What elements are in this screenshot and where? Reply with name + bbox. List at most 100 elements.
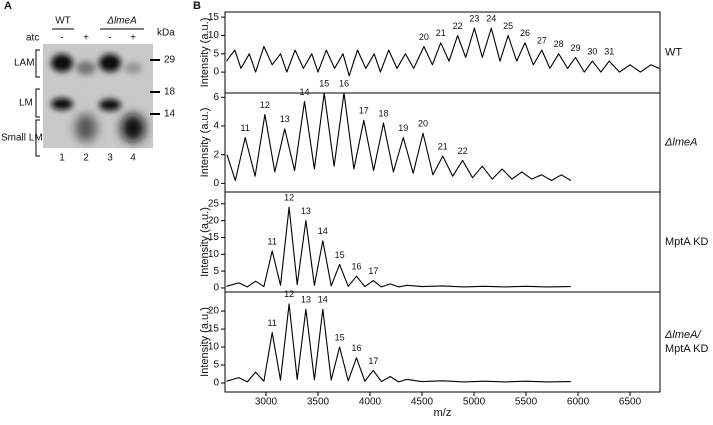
- lane-sign: +: [83, 33, 89, 44]
- y-tick-label: 15: [208, 12, 220, 23]
- y-tick-label: 15: [208, 324, 220, 335]
- y-tick-label: 25: [208, 198, 220, 209]
- x-tick-label: 6000: [567, 397, 590, 408]
- peak-label: 20: [418, 119, 428, 129]
- spectrum: [226, 27, 660, 77]
- plot-frame: [224, 191, 661, 293]
- gel-band: [99, 54, 121, 72]
- peak-label: 15: [319, 78, 329, 88]
- peak-label: 18: [379, 109, 389, 119]
- lane-sign: -: [60, 33, 63, 44]
- peak-label: 25: [503, 21, 513, 31]
- peak-label: 27: [537, 35, 547, 45]
- peak-label: 13: [301, 206, 311, 216]
- lane-number: 2: [83, 153, 89, 164]
- gel-band: [51, 98, 73, 110]
- sample-label: WT: [665, 46, 682, 58]
- gel-band: [99, 99, 121, 111]
- peak-label: 15: [335, 332, 345, 342]
- sample-label: ΔlmeA/: [664, 329, 701, 341]
- x-tick-label: 4500: [411, 397, 434, 408]
- y-axis-label: Intensity (a.u.): [199, 307, 211, 377]
- y-tick-label: 0: [213, 283, 219, 294]
- bracket: [35, 88, 40, 118]
- x-axis-label: m/z: [434, 407, 452, 419]
- marker-label: 18: [164, 87, 176, 98]
- marker-label: 29: [164, 55, 176, 66]
- peak-label: 21: [436, 28, 446, 38]
- peak-label: 21: [438, 142, 448, 152]
- unit-label: kDa: [157, 28, 175, 39]
- peak-label: 12: [284, 289, 294, 299]
- y-tick-label: 2: [213, 149, 219, 160]
- spectrum: [226, 206, 571, 288]
- peak-label: 14: [318, 295, 328, 305]
- y-tick-label: 5: [213, 360, 219, 371]
- lane-number: 4: [130, 153, 136, 164]
- x-tick-label: 3000: [255, 397, 278, 408]
- peak-label: 22: [458, 146, 468, 156]
- y-tick-label: 5: [213, 266, 219, 277]
- peak-label: 11: [241, 123, 250, 133]
- peak-label: 13: [301, 295, 311, 305]
- peak-label: 11: [268, 236, 277, 246]
- band-label: Small LM: [1, 133, 43, 144]
- band-label: LM: [19, 98, 33, 109]
- treatment-label: atc: [26, 33, 39, 44]
- y-tick-label: 0: [213, 178, 219, 189]
- y-tick-label: 6: [213, 92, 219, 103]
- x-tick-label: 4000: [359, 397, 382, 408]
- y-tick-label: 0: [213, 67, 219, 78]
- peak-label: 23: [469, 14, 479, 24]
- lane-number: 3: [107, 153, 113, 164]
- gel-band: [51, 54, 73, 72]
- band-label: LAM: [14, 58, 35, 69]
- peak-label: 16: [351, 343, 361, 353]
- peak-label: 19: [398, 123, 408, 133]
- y-tick-label: 20: [208, 306, 220, 317]
- peak-label: 17: [359, 106, 369, 116]
- peak-label: 29: [571, 43, 581, 53]
- panel-letter: A: [4, 0, 12, 12]
- peak-label: 13: [280, 114, 290, 124]
- sample-label: MptA KD: [665, 343, 708, 355]
- peak-label: 14: [318, 226, 328, 236]
- peak-label: 11: [268, 318, 277, 328]
- y-tick-label: 10: [208, 249, 220, 260]
- peak-label: 15: [335, 250, 345, 260]
- y-axis-label: Intensity (a.u.): [199, 18, 211, 88]
- y-tick-label: 0: [213, 378, 219, 389]
- spectrum: [226, 92, 572, 182]
- spectrum: [226, 303, 571, 383]
- gel-band: [76, 61, 96, 75]
- panel-letter: B: [193, 0, 201, 12]
- y-axis-label: Intensity (a.u.): [199, 108, 211, 178]
- bracket: [35, 49, 40, 78]
- lane-sign: -: [108, 33, 111, 44]
- bracket: [35, 119, 40, 157]
- peak-label: 20: [419, 32, 429, 42]
- gel-smear: [75, 114, 97, 142]
- y-tick-label: 20: [208, 215, 220, 226]
- peak-label: 12: [260, 100, 270, 110]
- marker-label: 14: [164, 109, 176, 120]
- y-tick-label: 15: [208, 232, 220, 243]
- y-tick-label: 10: [208, 342, 220, 353]
- plot-frame: [224, 291, 661, 393]
- peak-label: 31: [604, 46, 614, 56]
- sample-label: MptA KD: [665, 236, 708, 248]
- peak-label: 26: [520, 28, 530, 38]
- x-tick-label: 5500: [515, 397, 538, 408]
- group-label: ΔlmeA: [106, 16, 137, 27]
- peak-label: 12: [284, 193, 294, 203]
- y-tick-label: 4: [213, 121, 219, 132]
- x-tick-label: 5000: [463, 397, 486, 408]
- sample-label: ΔlmeA: [664, 136, 697, 148]
- gel: [43, 44, 153, 148]
- gel-smear: [121, 114, 145, 142]
- x-tick-label: 3500: [307, 397, 330, 408]
- peak-label: 24: [486, 14, 496, 24]
- group-label: WT: [55, 16, 71, 27]
- peak-label: 14: [299, 87, 309, 97]
